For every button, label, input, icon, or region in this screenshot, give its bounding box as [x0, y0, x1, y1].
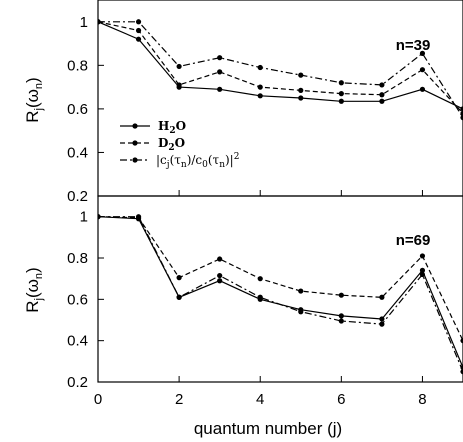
top-series-1-point: [176, 82, 182, 88]
top-series-0-point: [135, 36, 142, 42]
bottom-series-1-point: [419, 253, 426, 259]
top-series-2-point: [135, 19, 142, 25]
top-series-0-point: [460, 106, 463, 112]
legend-marker-ratio: [132, 157, 138, 163]
bottom-series-2-point: [98, 214, 101, 220]
top-plot-frame: [97, 0, 463, 197]
top-series-2-point: [460, 115, 463, 121]
bottom-series-line-2: [98, 216, 463, 372]
bottom-series-1-point: [217, 256, 223, 262]
bottom-y-tick-label: 0.6: [67, 291, 88, 308]
bottom-series-2-point: [257, 294, 263, 300]
top-y-ticks: 1 0.8 0.6 0.4 0.2: [67, 14, 104, 205]
bottom-series-2-point: [135, 214, 142, 220]
top-series-1-point: [257, 84, 263, 90]
bottom-series-1-point: [298, 288, 304, 294]
top-series-line-2: [98, 21, 463, 118]
top-series-0-point: [338, 98, 344, 104]
top-series-2-point: [419, 50, 426, 56]
x-tick-label: 8: [418, 391, 426, 408]
bottom-y-tick-label: 1: [80, 209, 88, 226]
legend-marker-d2o: [132, 140, 138, 146]
top-series-2-point: [176, 63, 182, 70]
bottom-series-0-point: [379, 316, 385, 322]
bottom-series-2-point: [298, 309, 304, 315]
top-series-line-0: [98, 21, 463, 110]
bottom-series-2-point: [379, 321, 385, 327]
x-axis-title: quantum number (j): [194, 419, 342, 438]
bottom-series-1-point: [257, 276, 263, 282]
bottom-y-tick-label: 0.8: [67, 250, 88, 267]
legend-marker-h2o: [132, 123, 138, 129]
top-series-2-point: [379, 82, 385, 88]
bottom-series-0-point: [338, 313, 344, 319]
x-ticks: 0 2 4 6 8: [94, 190, 427, 408]
bottom-series-1-point: [176, 275, 182, 281]
x-tick-label: 0: [94, 391, 102, 408]
top-series-0-point: [298, 95, 304, 101]
top-y-tick-label: 0.2: [67, 188, 88, 205]
x-tick-label: 4: [256, 391, 264, 408]
bottom-panel-label: n=69: [396, 232, 431, 249]
bottom-series-2-point: [419, 271, 426, 278]
top-y-tick-label: 0.6: [67, 101, 88, 118]
top-y-axis-title: Rj(ωn): [23, 77, 45, 122]
top-series-1-point: [217, 69, 223, 75]
bottom-series-group: [98, 214, 463, 375]
bottom-series-1-point: [379, 294, 385, 300]
bottom-series-2-point: [460, 369, 463, 375]
x-tick-label: 2: [175, 391, 183, 408]
legend: H2O D2O |cj(τn)/c0(τn)|2: [120, 119, 239, 170]
legend-label-d2o: D2O: [158, 136, 185, 153]
bottom-series-0-point: [217, 278, 223, 284]
top-y-tick-label: 0.8: [67, 57, 88, 74]
bottom-plot-frame: [97, 195, 463, 383]
top-series-0-point: [257, 93, 263, 99]
top-series-2-point: [257, 64, 263, 71]
bottom-series-2-point: [217, 272, 223, 279]
bottom-series-1-point: [338, 292, 344, 298]
top-series-1-point: [135, 27, 142, 34]
bottom-series-line-1: [98, 216, 463, 341]
bottom-y-axis-title: Rj(ωn): [23, 267, 45, 312]
top-y-tick-label: 0.4: [67, 144, 88, 161]
legend-label-h2o: H2O: [158, 119, 186, 136]
top-series-0-point: [379, 98, 385, 104]
top-series-1-point: [419, 67, 426, 73]
top-series-0-point: [217, 86, 223, 92]
bottom-y-tick-label: 0.4: [67, 333, 88, 350]
top-series-1-point: [298, 87, 304, 93]
bottom-y-tick-label: 0.2: [67, 374, 88, 391]
bottom-series-2-point: [176, 294, 182, 300]
top-y-tick-label: 1: [80, 14, 88, 31]
top-series-2-point: [98, 19, 101, 25]
top-series-2-point: [338, 80, 344, 86]
top-series-line-1: [98, 21, 463, 114]
top-series-1-point: [338, 91, 344, 97]
bottom-series-0-point: [419, 267, 426, 273]
top-series-1-point: [379, 92, 385, 98]
bottom-series-1-point: [460, 338, 463, 344]
top-series-0-point: [419, 86, 426, 92]
top-series-group: [98, 19, 463, 121]
top-panel-label: n=39: [396, 37, 431, 54]
top-series-2-point: [217, 55, 223, 61]
bottom-series-2-point: [338, 318, 344, 324]
top-series-2-point: [298, 72, 304, 78]
legend-label-ratio: |cj(τn)/c0(τn)|2: [156, 152, 239, 170]
x-tick-label: 6: [337, 391, 345, 408]
